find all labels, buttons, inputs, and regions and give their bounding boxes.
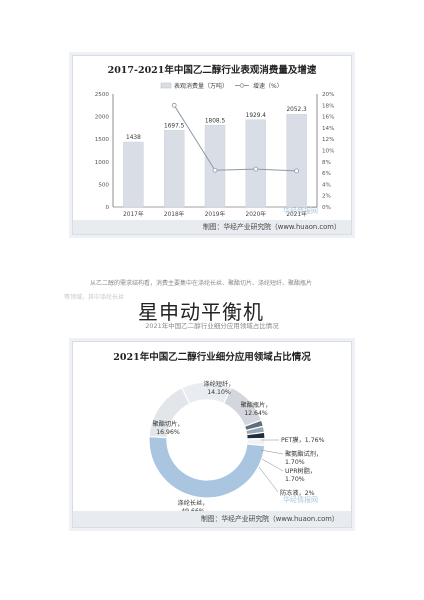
overlay-title: 星申动平衡机 (138, 300, 264, 324)
slice-label: 涤纶长丝， (178, 499, 209, 507)
donut-slice (148, 435, 266, 499)
bar-value-label: 1929.4 (246, 113, 267, 119)
y2-tick-label: 14% (322, 126, 334, 132)
slice-label: UPR树脂， (285, 467, 316, 475)
growth-point (253, 166, 259, 172)
bar (286, 114, 307, 208)
y2-tick-label: 10% (322, 149, 334, 155)
consumption-chart-title: 2017-2021年中国乙二醇行业表观消费量及增速 (107, 65, 317, 76)
slice-label: 14.10% (207, 389, 231, 396)
bar-value-label: 2052.3 (286, 107, 307, 113)
x-tick-label: 2021年 (286, 210, 307, 218)
y-tick-label: 0 (105, 205, 109, 211)
legend-line-marker (239, 83, 245, 88)
growth-point (171, 102, 177, 108)
chart1-source: 制图：华经产业研究院（www.huaon.com） (73, 220, 351, 234)
body-paragraph-line2: 等领域，其中涤纶长丝 (64, 294, 125, 301)
bar-value-label: 1697.5 (164, 123, 185, 129)
consumption-chart: 表观消费量（万吨） 增速（%） 0 500 1000 1500 2000 2500 0% 2% 4%… (95, 82, 335, 218)
chart2-source: 制图：华经产业研究院（www.huaon.com） (73, 511, 351, 527)
y2-tick-label: 6% (322, 171, 331, 177)
watermark-text: 华经情报网 (283, 207, 318, 215)
leader-line (261, 458, 284, 472)
legend-bar-swatch (160, 82, 172, 89)
slice-label: 1.70% (285, 476, 305, 483)
y2-tick-label: 18% (322, 103, 334, 109)
figure-caption: 2021年中国乙二醇行业细分应用领域占比情况 (145, 322, 279, 330)
donut-slice (148, 386, 191, 439)
body-paragraph-line1: 从乙二醇的需求结构看，消费主要集中在涤纶长丝、聚酯切片、涤纶短纤、聚酯瓶片 (90, 280, 313, 287)
x-tick-label: 2020年 (246, 210, 267, 218)
share-chart-title: 2021年中国乙二醇行业细分应用领域占比情况 (113, 352, 311, 363)
y-tick-label: 2000 (95, 115, 110, 121)
slice-label: 聚氨酯试剂， (285, 450, 322, 458)
y2-tick-label: 4% (322, 182, 331, 188)
y-tick-label: 1500 (95, 137, 110, 143)
slice-label: 12.64% (244, 410, 268, 417)
slice-label: 1.70% (285, 459, 305, 466)
bar (245, 119, 267, 208)
y2-tick-label: 8% (322, 160, 331, 166)
bar (123, 141, 144, 208)
slice-label: 聚酯瓶片， (241, 401, 272, 409)
legend-bar-label: 表观消费量（万吨） (174, 82, 228, 90)
watermark-text-2: 华经情报网 (283, 496, 318, 504)
y-tick-label: 500 (98, 182, 109, 188)
y2-tick-label: 20% (322, 92, 334, 98)
consumption-chart-card: 2017-2021年中国乙二醇行业表观消费量及增速 表观消费量（万吨） 增速（%）… (72, 55, 352, 235)
y-tick-label: 2500 (95, 92, 110, 98)
application-share-card: 2021年中国乙二醇行业细分应用领域占比情况 涤纶长丝，49.66%涤纶短纤，1… (72, 341, 352, 528)
y2-tick-label: 16% (322, 115, 334, 121)
leader-line (258, 466, 279, 493)
bar-value-label: 1438 (126, 135, 141, 141)
growth-point (294, 168, 300, 174)
slice-label: 16.96% (156, 429, 180, 436)
slice-label: 聚酯切片， (153, 420, 184, 428)
bar (204, 125, 226, 208)
slice-label: 防冻液，2% (280, 489, 315, 497)
growth-point (212, 167, 218, 173)
x-tick-label: 2018年 (164, 210, 185, 218)
growth-line (173, 105, 297, 172)
y2-tick-label: 12% (322, 137, 334, 143)
x-tick-label: 2017年 (123, 210, 144, 218)
y2-tick-label: 2% (322, 194, 331, 200)
y-tick-label: 1000 (95, 160, 110, 166)
slice-label: PET膜，1.76% (281, 436, 325, 444)
legend-line-label: 增速（%） (253, 82, 283, 90)
bar-value-label: 1808.5 (205, 118, 226, 124)
bar (163, 130, 185, 208)
leader-line (260, 449, 284, 455)
y2-tick-label: 0% (322, 205, 331, 211)
slice-label: 涤纶短纤， (204, 380, 235, 388)
share-donut-chart: 涤纶长丝，49.66%涤纶短纤，14.10%聚酯切片，16.96%聚酯瓶片，12… (148, 380, 325, 515)
x-tick-label: 2019年 (205, 210, 226, 218)
